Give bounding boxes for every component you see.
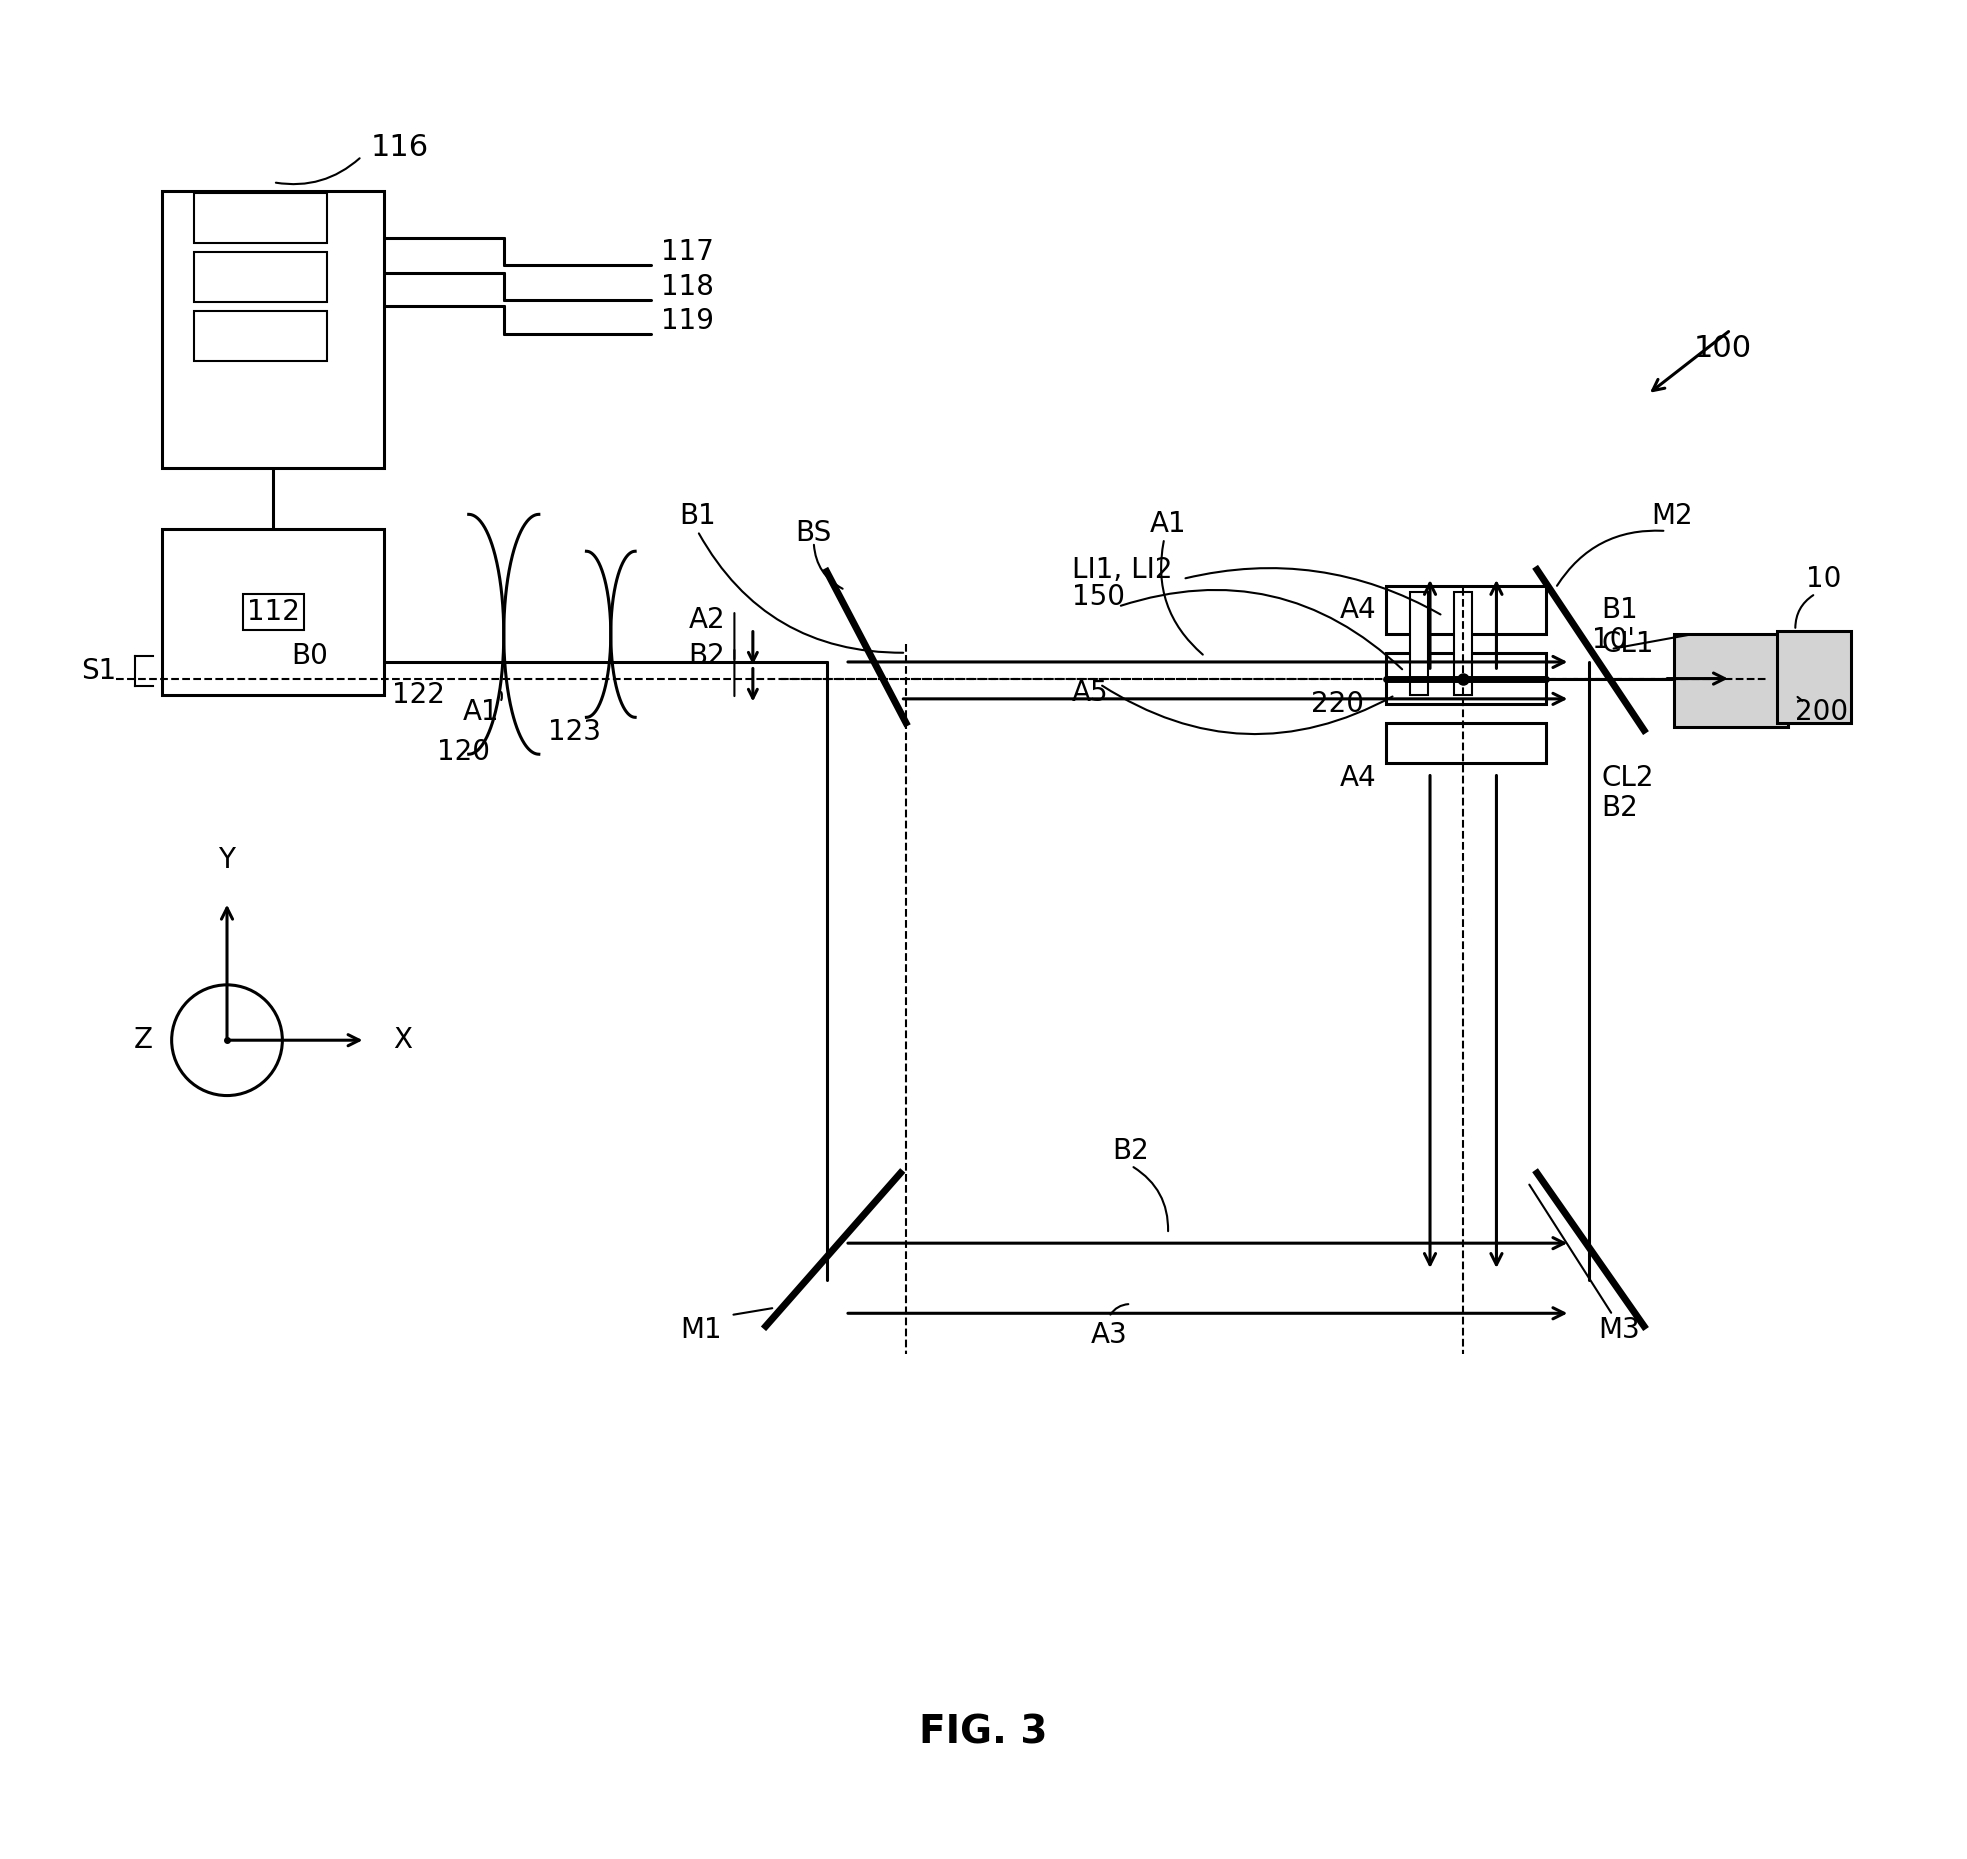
Text: 100: 100 [1694,335,1753,363]
Text: Z: Z [134,1026,153,1054]
Text: X: X [393,1026,411,1054]
Bar [195,312,327,361]
Bar [1776,630,1851,723]
Text: M2: M2 [1652,502,1694,530]
Bar [195,253,327,303]
Text: LI1, LI2: LI1, LI2 [1072,556,1172,584]
Text: 112: 112 [246,599,299,626]
Text: M3: M3 [1597,1316,1640,1344]
Text: 116: 116 [372,132,429,162]
Bar [1385,586,1546,634]
Text: S1: S1 [81,658,116,686]
Text: Y: Y [218,846,236,874]
Text: B2: B2 [1113,1138,1149,1166]
Text: 10: 10 [1806,565,1841,593]
Bar [1385,723,1546,764]
Text: B2: B2 [1601,794,1639,822]
Bar [163,191,384,468]
Text: B1: B1 [679,502,716,530]
Text: FIG. 3: FIG. 3 [919,1714,1048,1751]
Text: B2: B2 [688,643,726,671]
Text: A4: A4 [1340,764,1377,792]
Bar [195,193,327,244]
Text: 200: 200 [1796,697,1849,725]
Text: 123: 123 [549,718,602,745]
Text: A1: A1 [1149,509,1186,537]
Text: A3: A3 [1090,1322,1127,1350]
Text: CL2: CL2 [1601,764,1654,792]
Text: 118: 118 [661,273,714,301]
Bar [1385,653,1546,705]
Bar [1674,634,1788,727]
Text: A2: A2 [688,606,726,634]
Text: 10': 10' [1593,626,1635,654]
Text: 150: 150 [1072,584,1125,612]
Text: 119: 119 [661,307,714,335]
Text: BS: BS [795,519,832,547]
Text: A4: A4 [1340,597,1377,625]
Text: B0: B0 [291,643,328,671]
Bar [1454,591,1473,695]
Text: CL1: CL1 [1601,630,1654,658]
Text: 117: 117 [661,238,714,266]
Text: 220: 220 [1310,690,1363,718]
Text: A1: A1 [462,697,500,725]
Text: A5: A5 [1072,679,1109,706]
Text: 122: 122 [393,680,445,708]
Bar [163,530,384,695]
Bar [1410,591,1428,695]
Text: 120: 120 [437,738,490,766]
Text: M1: M1 [681,1316,722,1344]
Text: B1: B1 [1601,597,1639,625]
